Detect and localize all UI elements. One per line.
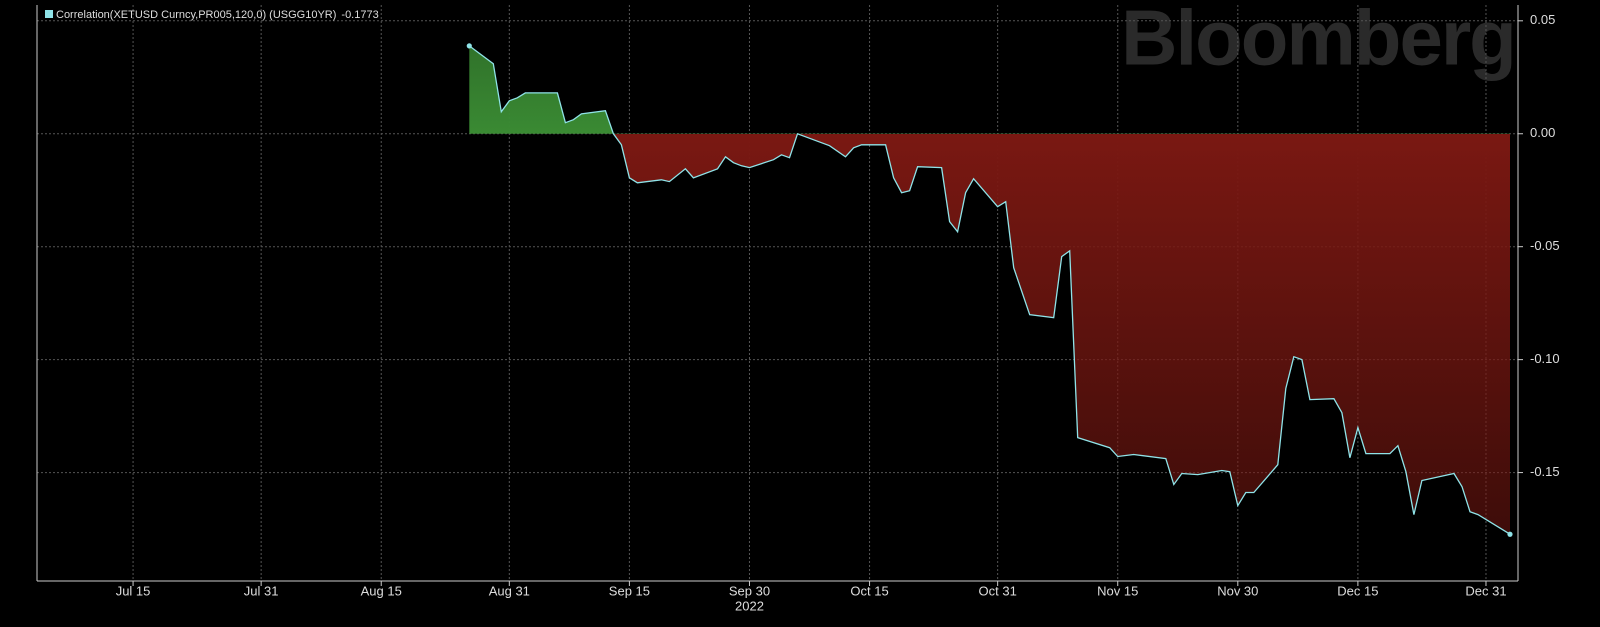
y-tick-label: 0.00 [1530,125,1555,140]
end-dot [1507,531,1513,537]
legend-value: -0.1773 [341,9,378,21]
y-tick-label: -0.10 [1530,351,1560,366]
x-tick-label: Dec 15 [1337,583,1378,598]
legend-swatch [45,10,53,18]
x-tick-label: Aug 31 [489,583,530,598]
x-tick-label: Dec 31 [1465,583,1506,598]
x-tick-label: Sep 30 [729,583,770,598]
y-tick-label: -0.05 [1530,238,1560,253]
x-tick-label: Oct 31 [979,583,1017,598]
y-tick-label: -0.15 [1530,464,1560,479]
x-tick-label: Sep 15 [609,583,650,598]
y-tick-label: 0.05 [1530,12,1555,27]
legend-label: Correlation(XETUSD Curncy,PR005,120,0) (… [56,9,336,21]
x-tick-label: Aug 15 [361,583,402,598]
series-line [468,45,1511,535]
end-dot [466,43,472,49]
x-tick-label: Jul 15 [116,583,151,598]
x-axis-label: 2022 [735,598,764,613]
watermark: Bloomberg [1121,0,1515,82]
x-tick-label: Nov 30 [1217,583,1258,598]
area-fill [469,45,1510,535]
x-tick-label: Oct 15 [850,583,888,598]
x-tick-label: Nov 15 [1097,583,1138,598]
x-tick-label: Jul 31 [244,583,279,598]
